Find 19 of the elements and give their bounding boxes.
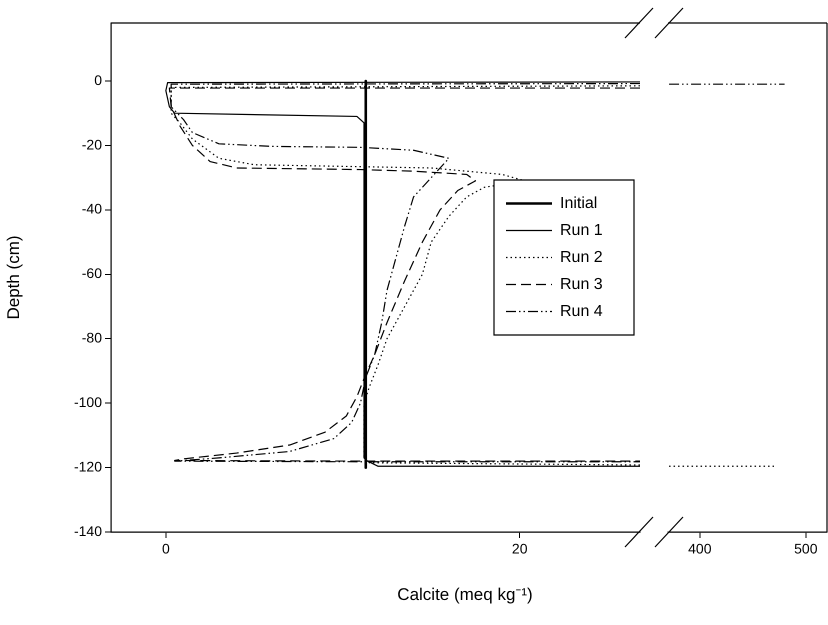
- x-axis-title: Calcite (meq kg⁻¹): [397, 585, 533, 604]
- y-tick-label: -60: [82, 265, 102, 282]
- y-tick-label: -40: [82, 200, 102, 217]
- legend-label: Run 3: [560, 276, 603, 293]
- legend-label: Initial: [560, 194, 598, 212]
- y-axis-title: Depth (cm): [4, 235, 23, 320]
- legend-label: Run 1: [560, 222, 603, 239]
- y-tick-label: -120: [74, 458, 102, 474]
- y-tick-label: -100: [74, 394, 102, 410]
- y-tick-label: -20: [82, 136, 102, 152]
- x-tick-label: 0: [162, 540, 170, 556]
- x-tick-label: 500: [794, 540, 818, 556]
- legend-label: Run 2: [560, 248, 603, 266]
- x-tick-label: 20: [512, 540, 528, 556]
- y-tick-label: -80: [82, 330, 102, 346]
- legend-label: Run 4: [560, 302, 603, 320]
- y-tick-label: 0: [94, 72, 102, 88]
- x-tick-label: 400: [688, 540, 712, 556]
- y-tick-label: -140: [74, 522, 102, 539]
